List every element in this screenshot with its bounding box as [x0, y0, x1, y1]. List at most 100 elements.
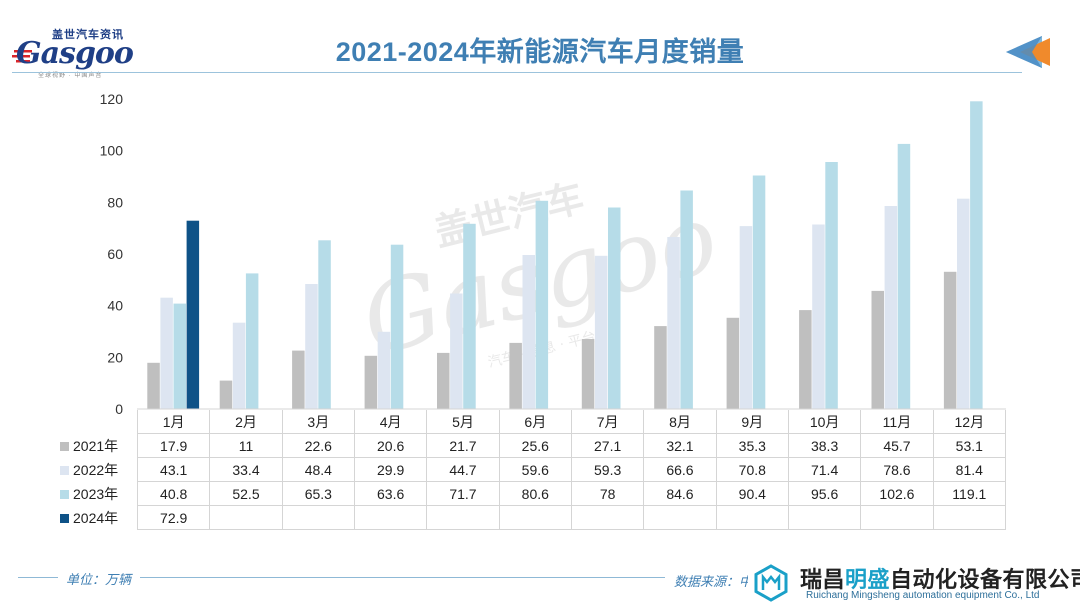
bar-2021-12 — [943, 271, 957, 409]
y-tick-label: 100 — [100, 143, 124, 159]
bar-2022-12 — [957, 198, 970, 409]
bar-2023-3 — [318, 240, 331, 409]
table-cell: 17.9 — [136, 433, 211, 458]
y-axis-labels: 0 20 40 60 80 100 120 — [100, 91, 124, 417]
table-cell: 22.6 — [281, 433, 355, 458]
bar-2023-9 — [752, 175, 766, 409]
table-header-cell: 8月 — [643, 410, 717, 434]
y-tick-label: 80 — [107, 194, 123, 210]
bar-2022-7 — [594, 255, 608, 409]
bar-2022-4 — [377, 331, 391, 409]
table-cell — [281, 505, 355, 530]
table-header-cell: 1月 — [136, 410, 211, 434]
legend-label-2022: 2022年 — [73, 462, 119, 478]
table-header-cell: 4月 — [353, 410, 428, 434]
logo-wordmark: Gasgoo — [16, 36, 134, 71]
table-cell: 44.7 — [426, 457, 500, 482]
table-row: 17.9 11 22.6 20.6 21.7 25.6 27.1 32.1 35.3 38.3 45… — [136, 433, 1007, 458]
table-cell: 40.8 — [136, 481, 211, 506]
table-cell — [787, 505, 862, 530]
footer-line-left — [18, 577, 58, 578]
bar-2023-4 — [390, 244, 404, 409]
logo-slogan: 全球视野 · 中国声音 — [38, 73, 103, 79]
bar-2021-9 — [726, 317, 740, 409]
table-cell — [498, 505, 572, 530]
table-cell: 81.4 — [932, 457, 1007, 482]
table-header-cell: 3月 — [281, 410, 355, 434]
table-cell: 25.6 — [498, 433, 572, 458]
source-label: 数据来源：中 — [674, 574, 753, 589]
table-cell — [353, 505, 428, 530]
data-table: 1月 2月 3月 4月 5月 6月 7月 8月 9月 10月 11月 12月 17.9 11 22.6 20.… — [136, 410, 1007, 530]
company-logo-icon — [754, 564, 788, 602]
bar-2022-1 — [160, 297, 173, 409]
company-name-highlight: 明盛 — [845, 567, 891, 592]
table-cell: 63.6 — [353, 481, 428, 506]
table-header-cell: 9月 — [715, 410, 789, 434]
bar-2023-6 — [535, 200, 549, 409]
table-cell: 52.5 — [209, 481, 283, 506]
company-banner: 瑞昌明盛自动化设备有限公司 Ruichang Mingsheng automat… — [748, 560, 1080, 607]
table-cell: 43.1 — [136, 457, 211, 482]
table-header-cell: 2月 — [209, 410, 283, 434]
legend-label-2024: 2024年 — [73, 510, 119, 526]
table-cell: 65.3 — [281, 481, 355, 506]
table-cell: 32.1 — [643, 433, 717, 458]
table-cell: 59.6 — [498, 457, 572, 482]
bar-2021-11 — [871, 290, 884, 409]
legend-2021: 2021年 — [60, 434, 138, 458]
table-cell: 11 — [209, 433, 283, 458]
logo-cn-text: 盖世汽车资讯 — [52, 29, 124, 41]
gasgoo-logo: 盖世汽车资讯 Gasgoo 全球视野 · 中国声音 — [12, 26, 142, 80]
table-row: 72.9 — [136, 505, 1007, 530]
table-cell: 45.7 — [860, 433, 934, 458]
legend-2024: 2024年 — [60, 506, 138, 530]
table-cell — [860, 505, 934, 530]
legend-2023: 2023年 — [60, 482, 138, 506]
table-cell — [715, 505, 789, 530]
footer-line — [140, 577, 665, 578]
company-name-en: Ruichang Mingsheng automation equipment … — [806, 590, 1040, 601]
table-cell: 38.3 — [787, 433, 862, 458]
logo-speed-lines-icon — [12, 50, 32, 63]
legend-2022: 2022年 — [60, 458, 138, 482]
legend-swatch-2023 — [60, 490, 69, 499]
table-cell: 72.9 — [136, 505, 211, 530]
table-legend: 2021年 2022年 2023年 2024年 — [60, 410, 138, 530]
table-cell: 48.4 — [281, 457, 355, 482]
bar-2022-11 — [884, 206, 898, 409]
bar-2021-1 — [147, 362, 160, 409]
page-title: 2021-2024年新能源汽车月度销量 — [335, 37, 745, 67]
bar-2023-1 — [173, 303, 186, 409]
bar-2023-5 — [463, 223, 476, 409]
table-cell — [426, 505, 500, 530]
y-tick-label: 60 — [107, 246, 123, 262]
bar-2021-3 — [292, 350, 305, 409]
table-header-cell: 10月 — [787, 410, 862, 434]
table-row: 40.8 52.5 65.3 63.6 71.7 80.6 78 84.6 90.4 95.6 10… — [136, 481, 1007, 506]
table-cell: 95.6 — [787, 481, 862, 506]
company-name: 瑞昌明盛自动化设备有限公司 — [800, 562, 1080, 594]
table-cell — [932, 505, 1007, 530]
bar-2021-2 — [219, 380, 233, 409]
table-header-cell: 6月 — [498, 410, 572, 434]
table-header-cell: 5月 — [426, 410, 500, 434]
back-arrow-icon[interactable] — [1002, 32, 1054, 72]
bar-2021-10 — [799, 310, 812, 409]
bars — [147, 101, 983, 410]
header-divider — [12, 72, 1022, 73]
bar-2022-6 — [522, 255, 535, 409]
bar-2023-2 — [245, 273, 259, 409]
y-tick-label: 120 — [100, 91, 124, 107]
bar-2023-11 — [897, 143, 911, 409]
table-cell — [643, 505, 717, 530]
table-cell — [209, 505, 283, 530]
table-cell: 21.7 — [426, 433, 500, 458]
table-cell: 78 — [570, 481, 645, 506]
company-name-post: 自动化设备有限公司 — [890, 567, 1080, 592]
bar-2024-1 — [186, 220, 200, 409]
bar-2022-10 — [812, 224, 825, 409]
bar-2021-8 — [654, 326, 667, 409]
table-cell: 59.3 — [570, 457, 645, 482]
